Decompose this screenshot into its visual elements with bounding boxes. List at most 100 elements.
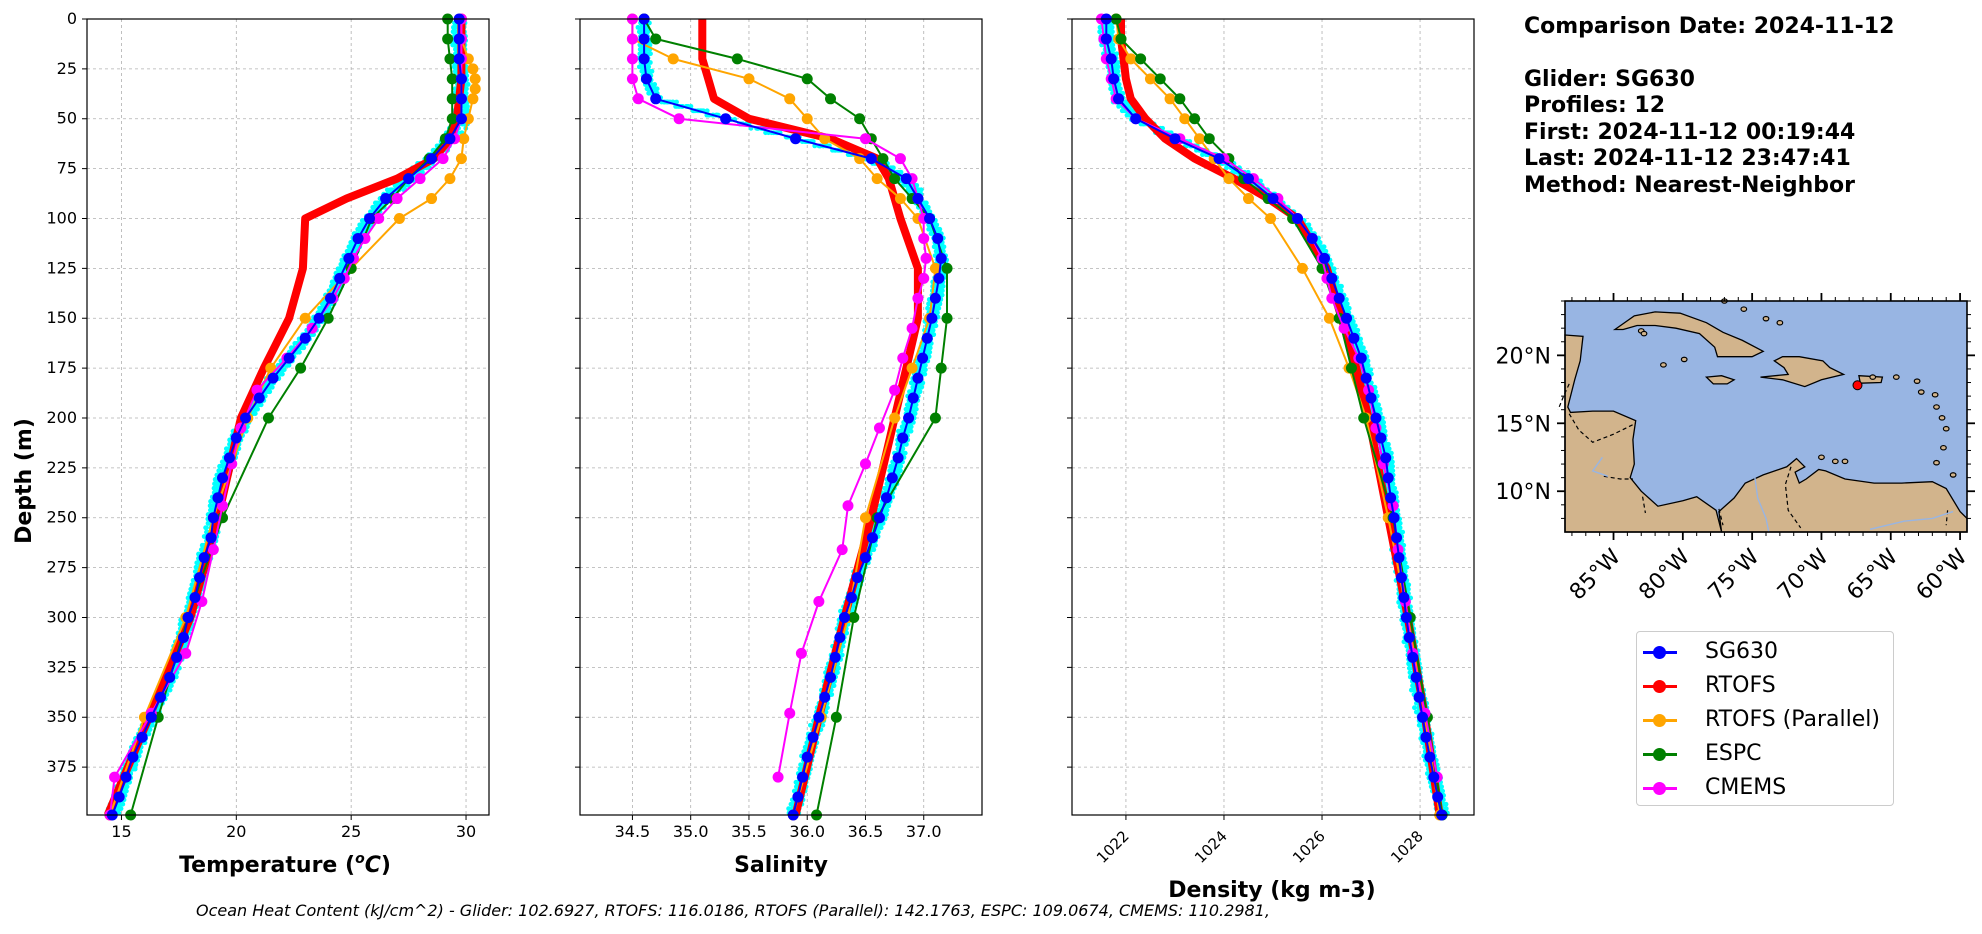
glider-profile-point: [939, 283, 945, 289]
series-marker-sg630: [921, 332, 933, 344]
glider-profile-point: [269, 384, 275, 390]
y-tick-label: 200: [46, 408, 77, 427]
series-marker-espc: [929, 412, 941, 424]
series-marker-sg630: [403, 173, 415, 185]
glider-profile-point: [918, 187, 924, 193]
glider-profile-point: [903, 406, 909, 412]
glider-profile-point: [344, 248, 350, 254]
series-marker-rtofs-parallel-: [467, 63, 479, 75]
glider-profile-point: [452, 68, 458, 74]
glider-profile-point: [123, 788, 129, 794]
series-marker-cmems: [207, 544, 219, 556]
glider-profile-point: [922, 371, 928, 377]
series-marker-rtofs-parallel-: [743, 73, 755, 85]
series-marker-sg630: [313, 312, 325, 324]
glider-profile-point: [203, 525, 209, 531]
glider-profile-point: [884, 512, 889, 517]
glider-profile-point: [637, 46, 643, 52]
x-tick-label: 15: [111, 822, 131, 841]
glider-profile-point: [635, 24, 641, 30]
glider-profile-point: [648, 51, 653, 57]
series-marker-cmems: [918, 272, 930, 284]
series-marker-rtofs-parallel-: [426, 193, 438, 205]
series-marker-espc: [935, 362, 947, 374]
series-marker-sg630: [866, 532, 878, 544]
glider-profile-point: [897, 468, 903, 474]
series-marker-rtofs-parallel-: [871, 173, 883, 185]
glider-profile-point: [896, 428, 901, 434]
series-marker-rtofs-parallel-: [667, 53, 679, 65]
glider-profile-point: [646, 90, 652, 96]
series-marker-sg630: [926, 312, 938, 324]
glider-profile-point: [464, 108, 470, 114]
series-marker-sg630: [859, 552, 871, 564]
series-marker-cmems: [859, 458, 871, 470]
y-tick-label: 75: [57, 159, 77, 178]
series-marker-cmems: [437, 153, 449, 165]
y-tick-label: 175: [46, 358, 77, 377]
series-marker-rtofs-parallel-: [444, 173, 456, 185]
series-marker-sg630: [933, 272, 945, 284]
glider-profile-point: [286, 362, 292, 368]
x-tick-label: 37.0: [906, 822, 942, 841]
series-marker-sg630: [829, 651, 841, 663]
series-marker-cmems: [836, 544, 848, 556]
series-marker-sg630: [903, 412, 915, 424]
glider-profile-point: [928, 231, 934, 237]
x-tick-label: 36.0: [789, 822, 825, 841]
glider-profile-point: [208, 498, 213, 504]
series-marker-sg630: [839, 611, 851, 623]
axes-frame: [579, 18, 983, 816]
series-marker-cmems: [414, 173, 426, 185]
temperature-panel: 15 20 25 3002550751001251501752002252502753…: [12, 9, 490, 878]
series-marker-espc: [854, 113, 866, 125]
y-tick-label: 0: [67, 9, 77, 28]
series-marker-sg630: [880, 492, 892, 504]
series-marker-sg630: [455, 113, 467, 125]
series-marker-cmems: [894, 153, 906, 165]
glider-profile-point: [836, 665, 842, 671]
glider-profile-point: [193, 564, 199, 570]
series-marker-sg630: [343, 252, 355, 264]
series-marker-sg630: [267, 372, 279, 384]
x-axis-label: Salinity: [734, 853, 828, 878]
series-marker-sg630: [638, 53, 650, 65]
glider-profile-point: [227, 437, 233, 443]
glider-profile-point: [279, 371, 285, 377]
series-marker-cmems: [918, 232, 930, 244]
glider-profile-point: [923, 367, 928, 373]
x-tick-label: 34.5: [615, 822, 651, 841]
series-marker-sg630: [797, 771, 809, 783]
series-marker-sg630: [223, 452, 235, 464]
series-marker-espc: [941, 312, 953, 324]
series-marker-sg630: [720, 113, 732, 125]
series-marker-rtofs-parallel-: [299, 312, 311, 324]
series-marker-sg630: [164, 671, 176, 683]
series-marker-sg630: [865, 153, 877, 165]
glider-profile-point: [926, 226, 932, 232]
series-marker-sg630: [194, 572, 206, 584]
glider-profile-point: [355, 226, 361, 232]
series-marker-cmems: [859, 133, 871, 145]
series-marker-espc: [650, 33, 662, 45]
series-marker-cmems: [391, 193, 403, 205]
glider-profile-point: [888, 463, 894, 469]
y-tick-label: 225: [46, 458, 77, 477]
glider-profile-point: [897, 463, 902, 469]
glider-profile-point: [899, 424, 905, 430]
series-marker-sg630: [182, 611, 194, 623]
series-marker-cmems: [813, 596, 825, 608]
series-marker-rtofs-parallel-: [894, 193, 906, 205]
y-tick-label: 150: [46, 308, 77, 327]
glider-profile-point: [451, 64, 457, 70]
glider-profile-point: [317, 305, 322, 311]
series-marker-sg630: [917, 352, 929, 364]
series-marker-cmems: [912, 292, 924, 304]
glider-profile-point: [213, 481, 219, 487]
x-tick-label: 36.5: [848, 822, 884, 841]
series-marker-sg630: [886, 472, 898, 484]
series-marker-sg630: [230, 432, 242, 444]
series-marker-rtofs-parallel-: [859, 512, 871, 524]
x-tick-label: 25: [341, 822, 361, 841]
series-marker-sg630: [364, 212, 376, 224]
